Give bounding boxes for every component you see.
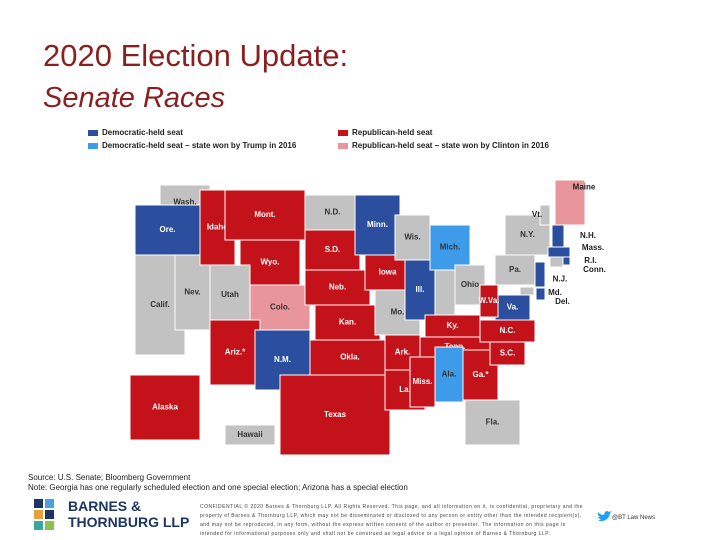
state-label: Neb.: [329, 283, 346, 292]
logo: [34, 499, 54, 530]
state: [547, 246, 571, 258]
state: [434, 346, 464, 403]
state: [554, 179, 586, 226]
map: Democratic-held seat Democratic-held seat…: [88, 128, 606, 456]
state-label: Calif.: [150, 300, 170, 309]
twitter-handle: @BT Law News: [612, 515, 655, 521]
state: [434, 269, 456, 316]
legend-swatch: [88, 143, 98, 149]
state-label: Alaska: [152, 403, 178, 412]
state: [304, 229, 361, 271]
state-label: Ark.: [395, 348, 411, 357]
state-label: Colo.: [270, 303, 290, 312]
source: Source: U.S. Senate; Bloomberg Governmen…: [28, 473, 191, 482]
state-label: Texas: [324, 410, 347, 419]
state-label: Idaho: [207, 223, 228, 232]
state-label: La.: [399, 385, 411, 394]
state: [494, 294, 531, 321]
state: [224, 189, 306, 241]
state: [309, 339, 391, 376]
legend-swatch: [338, 143, 348, 149]
state: [134, 204, 201, 256]
state-label: Fla.: [486, 418, 500, 427]
logo-text: BARNES & THORNBURG LLP: [68, 498, 190, 530]
title: 2020 Election Update:: [43, 38, 349, 73]
state-label: Mass.: [582, 243, 604, 252]
legend-label: Democratic-held seat – state won by Trum…: [102, 141, 297, 150]
state: [209, 319, 261, 386]
state-label: Ohio: [461, 280, 479, 289]
state-label: Wis.: [404, 233, 420, 242]
state-label: Hawaii: [237, 430, 262, 439]
state-label: W.Va.: [479, 296, 500, 305]
state-label: S.D.: [325, 245, 341, 254]
state-label: Ga.*: [472, 370, 489, 379]
state-label: Va.: [507, 303, 519, 312]
subtitle: Senate Races: [43, 82, 226, 114]
state: [549, 256, 564, 268]
state-label: Okla.: [340, 353, 360, 362]
state: [354, 194, 401, 256]
legend-label: Republican-held seat – state won by Clin…: [352, 141, 549, 150]
state-label: Ala.: [442, 370, 457, 379]
state: [314, 304, 381, 341]
state-label: Ore.: [159, 225, 175, 234]
state-label: Mont.: [254, 210, 275, 219]
state-label: Iowa: [379, 268, 397, 277]
legend-label: Republican-held seat: [352, 128, 433, 137]
state-label: Mich.: [440, 243, 460, 252]
state-label: N.H.: [580, 231, 596, 240]
state-label: Ariz.*: [225, 348, 246, 357]
state-label: Maine: [573, 183, 596, 192]
legend-label: Democratic-held seat: [102, 128, 183, 137]
state-label: Miss.: [412, 377, 432, 386]
state: [534, 261, 546, 288]
source-notes: Source: U.S. Senate; Bloomberg Governmen…: [28, 473, 408, 493]
state-label: N.J.: [553, 275, 568, 284]
state: [479, 284, 499, 318]
state: [429, 224, 471, 271]
state-label: Vt.: [532, 210, 542, 219]
state: [464, 399, 521, 446]
state-label: Ill.: [416, 285, 425, 294]
state: [209, 264, 251, 326]
state-label: Kan.: [339, 318, 356, 327]
state: [304, 194, 361, 231]
state-label: Wash.: [173, 198, 196, 207]
state: [562, 256, 571, 266]
twitter-icon: [597, 511, 612, 522]
state-label: N.D.: [325, 208, 341, 217]
state-label: Wyo.: [261, 258, 280, 267]
state-label: Del.: [555, 297, 570, 306]
state-label: Conn.: [583, 265, 606, 274]
state-label: N.Y.: [520, 230, 535, 239]
legend-swatch: [338, 130, 348, 136]
state: [279, 374, 391, 456]
state: [394, 214, 431, 261]
state-label: Ky.: [447, 321, 459, 330]
state-label: Md.: [548, 288, 562, 297]
state-label: R.I.: [584, 256, 596, 265]
state-label: Minn.: [367, 220, 388, 229]
state: [539, 204, 551, 226]
legend-swatch: [88, 130, 98, 136]
state: [519, 286, 535, 296]
state-label: S.C.: [500, 349, 516, 358]
note: Note: Georgia has one regularly schedule…: [28, 483, 408, 492]
state-label: Pa.: [509, 265, 521, 274]
state-label: Mo.: [391, 308, 405, 317]
confidential: CONFIDENTIAL © 2020 Barnes & Thornburg L…: [200, 504, 583, 537]
state: [224, 424, 276, 446]
state: [129, 374, 201, 441]
state-label: Utah: [221, 290, 239, 299]
state-label: Nev.: [184, 288, 200, 297]
state-label: N.C.: [500, 326, 516, 335]
state: [535, 287, 546, 301]
state: [551, 224, 565, 248]
state: [304, 269, 371, 306]
state-label: N.M.: [274, 355, 291, 364]
